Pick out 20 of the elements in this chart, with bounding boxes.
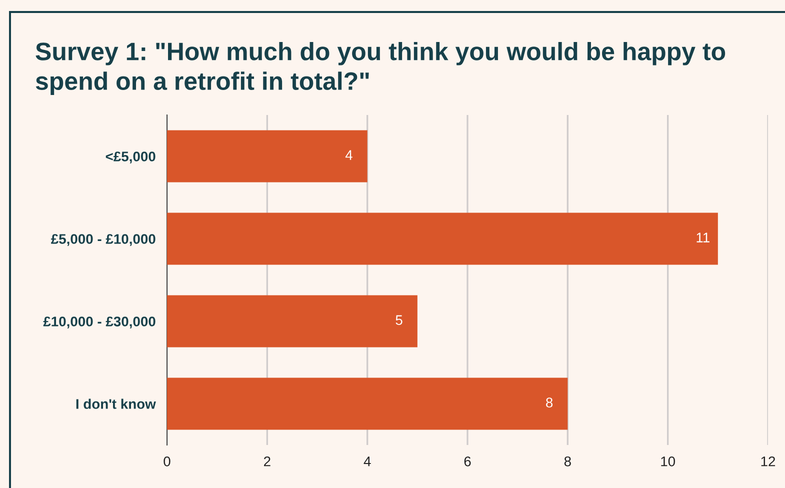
chart-title: Survey 1: "How much do you think you would be happy to spend on a retrofit in total?"	[36, 42, 726, 95]
x-tick-label: 12	[761, 456, 776, 466]
x-tick-label: 0	[164, 456, 170, 466]
y-tick-label: £5,000 - £10,000	[51, 234, 156, 246]
data-label: 5	[396, 315, 402, 325]
data-label: 11	[696, 232, 710, 242]
x-tick-label: 10	[661, 456, 676, 466]
bar	[167, 212, 718, 265]
bar	[167, 378, 568, 430]
y-tick-label: <£5,000	[106, 152, 156, 164]
bar	[167, 295, 418, 348]
x-tick-label: 8	[564, 456, 571, 466]
bar	[167, 130, 368, 182]
y-tick-label: I don't know	[76, 398, 156, 409]
y-tick-label: £10,000 - £30,000	[43, 316, 156, 328]
x-tick-label: 4	[364, 456, 371, 466]
data-label: 4	[345, 150, 352, 160]
x-tick-label: 6	[464, 456, 471, 466]
x-tick-label: 2	[264, 456, 270, 466]
data-label: 8	[546, 398, 553, 408]
